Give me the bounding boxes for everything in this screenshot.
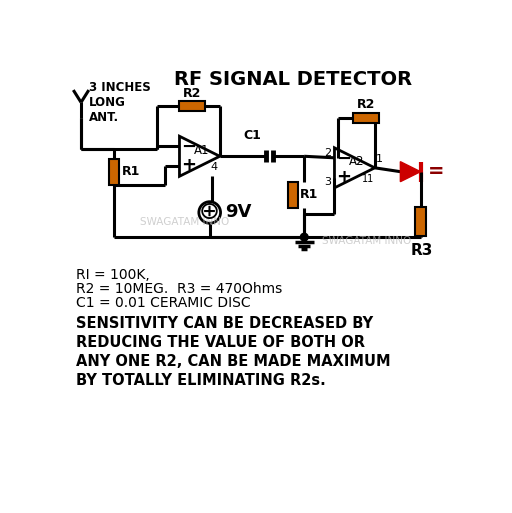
Text: RF SIGNAL DETECTOR: RF SIGNAL DETECTOR [174, 70, 412, 89]
Text: 9V: 9V [225, 204, 251, 222]
Text: R1: R1 [122, 165, 140, 178]
Bar [353, 113, 379, 123]
Polygon shape [400, 162, 420, 182]
Text: R2 = 10MEG.  R3 = 470Ohms: R2 = 10MEG. R3 = 470Ohms [76, 282, 282, 296]
Text: 2: 2 [324, 148, 331, 158]
Text: 3 INCHES
LONG
ANT.: 3 INCHES LONG ANT. [89, 81, 151, 124]
Bar [179, 101, 205, 111]
Bar [288, 182, 297, 208]
Text: 3: 3 [325, 177, 331, 187]
Text: +: + [336, 168, 351, 186]
Text: =: = [428, 162, 444, 181]
Text: R1: R1 [300, 188, 318, 201]
Circle shape [199, 202, 221, 223]
Text: +: + [181, 156, 196, 174]
Text: −: − [181, 139, 196, 156]
Text: R2: R2 [183, 87, 201, 100]
Text: A1: A1 [194, 144, 209, 156]
Bar [415, 207, 425, 236]
Text: SWAGATAM INNO: SWAGATAM INNO [322, 236, 411, 246]
Polygon shape [180, 136, 220, 176]
Text: 1: 1 [376, 153, 383, 164]
Text: C1 = 0.01 CERAMIC DISC: C1 = 0.01 CERAMIC DISC [76, 295, 250, 310]
Text: 4: 4 [210, 162, 217, 172]
Text: A2: A2 [349, 155, 364, 168]
Circle shape [301, 233, 308, 241]
Text: 11: 11 [362, 174, 375, 184]
Text: R2: R2 [357, 98, 375, 111]
Text: SENSITIVITY CAN BE DECREASED BY
REDUCING THE VALUE OF BOTH OR
ANY ONE R2, CAN BE: SENSITIVITY CAN BE DECREASED BY REDUCING… [76, 315, 390, 388]
Text: RI = 100K,: RI = 100K, [76, 268, 150, 282]
Polygon shape [334, 148, 375, 188]
Text: SWAGATAM INNO: SWAGATAM INNO [139, 216, 229, 227]
Bar [110, 159, 119, 185]
Text: C1: C1 [243, 129, 261, 143]
Text: R3: R3 [411, 243, 433, 258]
Text: −: − [336, 150, 351, 168]
Text: ⊕: ⊕ [199, 201, 220, 225]
